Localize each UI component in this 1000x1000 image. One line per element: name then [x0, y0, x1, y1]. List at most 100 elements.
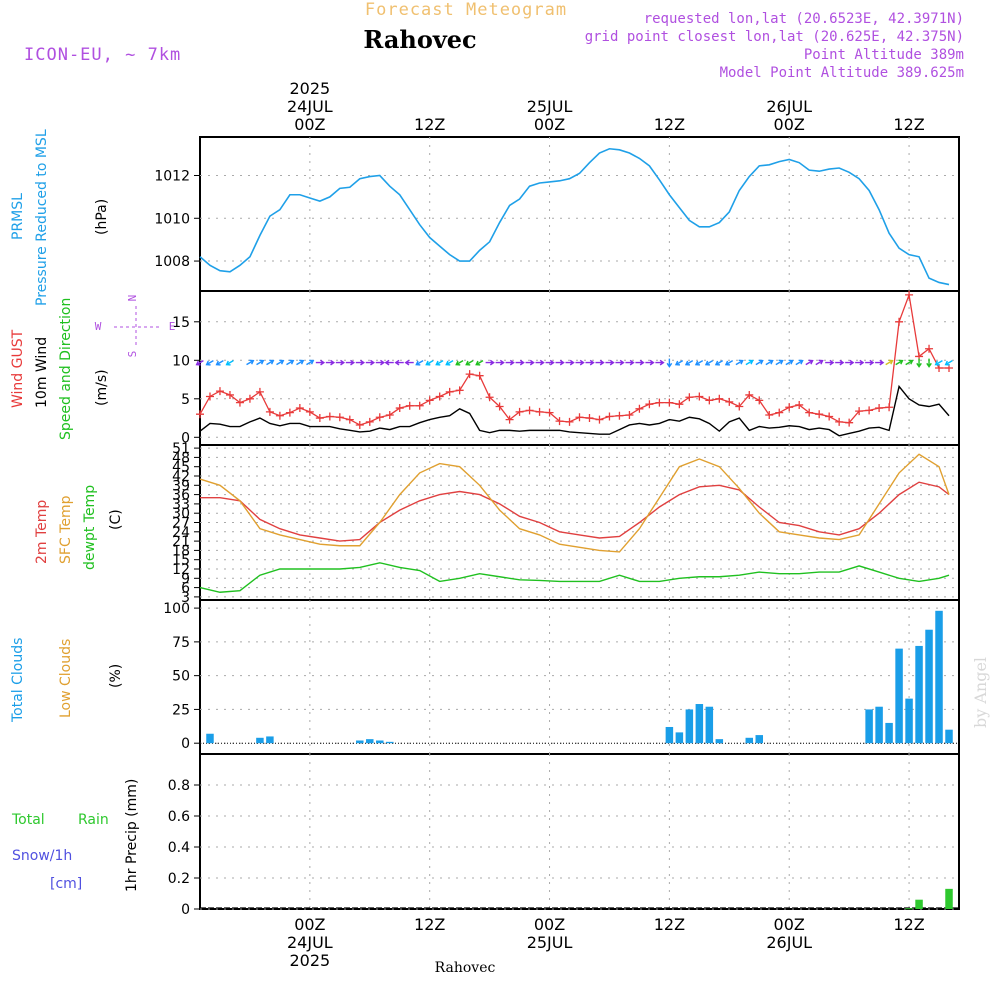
- top-time-label: 24JUL: [287, 97, 333, 116]
- wind-direction-arrow: [815, 359, 824, 366]
- total-cloud-bar: [925, 629, 933, 744]
- total-cloud-bar: [745, 737, 754, 744]
- bottom-time-label: 00Z: [774, 915, 805, 934]
- requested-coords: requested lon,lat (20.6523E, 42.3971N): [644, 11, 964, 27]
- wind-direction-arrow: [455, 360, 464, 366]
- wind-unit: (m/s): [94, 369, 110, 406]
- wind-direction-arrow: [775, 359, 784, 366]
- total-cloud-bar: [895, 648, 903, 744]
- wind-direction-arrow: [286, 359, 295, 366]
- gust-marker: [395, 404, 404, 413]
- total-cloud-bar: [356, 740, 364, 744]
- wind-direction-arrow: [225, 360, 234, 366]
- gust-marker: [215, 387, 224, 396]
- wind-direction-arrow: [365, 359, 376, 366]
- sfc-temp-label: SFC Temp: [58, 495, 74, 564]
- wind-direction-arrow: [404, 359, 414, 366]
- wind-direction-arrow: [435, 360, 444, 366]
- gust-marker: [565, 417, 574, 426]
- gust-marker: [435, 392, 444, 401]
- wind-direction-arrow: [246, 359, 255, 366]
- bottom-time-label: 24JUL: [287, 933, 333, 952]
- compass-w: W: [95, 320, 102, 333]
- y-tick-label: 27: [172, 516, 190, 532]
- gust-marker: [525, 406, 534, 415]
- gust-marker: [905, 290, 914, 299]
- wind-direction-arrow: [445, 360, 454, 366]
- pressure-unit: (hPa): [94, 199, 110, 235]
- rain-bar: [905, 908, 913, 910]
- gust-marker: [755, 396, 764, 405]
- gust-marker: [535, 407, 544, 416]
- model-label: ICON-EU, ~ 7km: [24, 45, 181, 65]
- gust-marker: [725, 397, 734, 406]
- temp2m-label: 2m Temp: [34, 500, 50, 564]
- gust-marker: [855, 407, 864, 416]
- gust-marker: [805, 408, 814, 417]
- gust-marker: [635, 404, 644, 413]
- wind-direction-arrow: [666, 358, 673, 368]
- y-tick-label: 21: [172, 534, 190, 550]
- wind-direction-arrow: [724, 360, 734, 366]
- y-tick-label: 42: [172, 469, 190, 485]
- wind-direction-arrow: [714, 360, 724, 366]
- y-tick-label: 18: [172, 543, 190, 559]
- gust-marker: [315, 414, 324, 423]
- gust-marker: [825, 412, 834, 421]
- gust-marker: [375, 413, 384, 422]
- y-tick-label: 33: [172, 497, 190, 513]
- top-time-label: 25JUL: [527, 97, 573, 116]
- wind-direction-arrow: [704, 360, 714, 366]
- gust-marker: [595, 415, 604, 424]
- gust-marker: [295, 404, 304, 413]
- wind-direction-arrow: [394, 359, 404, 366]
- wind-direction-arrow: [485, 359, 495, 366]
- gust-marker: [515, 407, 524, 416]
- wind-direction-arrow: [266, 359, 275, 366]
- gust-marker: [775, 408, 784, 417]
- y-tick-label: 12: [172, 562, 190, 578]
- compass-n: N: [126, 295, 139, 302]
- total-cloud-bar: [266, 736, 274, 744]
- total-cloud-bar: [915, 645, 923, 744]
- gust-marker: [705, 396, 714, 405]
- wind-direction-arrow: [805, 359, 814, 366]
- y-tick-label: 51: [172, 441, 190, 457]
- wind-panel-labels: Wind GUST 10m Wind Speed and Direction (…: [10, 295, 175, 440]
- gust-marker: [365, 417, 374, 426]
- panel-frame: [199, 599, 960, 755]
- y-tick-label: 0: [181, 430, 190, 446]
- gust-marker: [555, 417, 564, 426]
- wind-direction-arrow: [276, 359, 285, 366]
- gust-marker: [235, 398, 244, 407]
- y-tick-label: 25: [172, 702, 190, 718]
- wind-direction-arrow: [655, 359, 665, 366]
- y-tick-label: 75: [172, 635, 190, 651]
- gust-marker: [655, 398, 664, 407]
- panel-frame: [199, 753, 960, 910]
- gust-marker: [605, 412, 614, 421]
- total-cloud-bar: [256, 737, 264, 744]
- bottom-time-label: 26JUL: [766, 933, 812, 952]
- wind-direction-arrow: [916, 358, 922, 368]
- snow-label: Snow/1h: [12, 848, 72, 864]
- y-tick-label: 15: [172, 553, 190, 569]
- rain-label: Rain: [78, 812, 109, 828]
- prmsl-label: PRMSL: [10, 193, 26, 240]
- total-cloud-bar: [685, 709, 694, 744]
- gust-marker: [625, 410, 634, 419]
- total-cloud-bar: [715, 739, 724, 744]
- total-clouds-label: Total Clouds: [10, 638, 26, 723]
- bottom-time-label: 00Z: [534, 915, 565, 934]
- y-tick-label: 0.2: [168, 871, 190, 887]
- gust-marker: [745, 390, 754, 399]
- point-altitude: Point Altitude 389m: [804, 47, 964, 63]
- wind-direction-arrow: [605, 359, 615, 366]
- y-tick-label: 0: [181, 902, 190, 918]
- total-cloud-bar: [366, 739, 374, 744]
- gust-marker: [845, 418, 854, 427]
- panel-frame: [199, 136, 960, 292]
- bottom-time-label: 12Z: [893, 915, 924, 934]
